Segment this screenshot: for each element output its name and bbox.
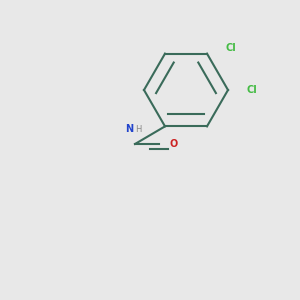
Text: O: O <box>170 139 178 149</box>
Text: Cl: Cl <box>225 43 236 52</box>
Text: Cl: Cl <box>246 85 257 95</box>
Text: N: N <box>125 124 133 134</box>
Text: H: H <box>135 125 141 134</box>
